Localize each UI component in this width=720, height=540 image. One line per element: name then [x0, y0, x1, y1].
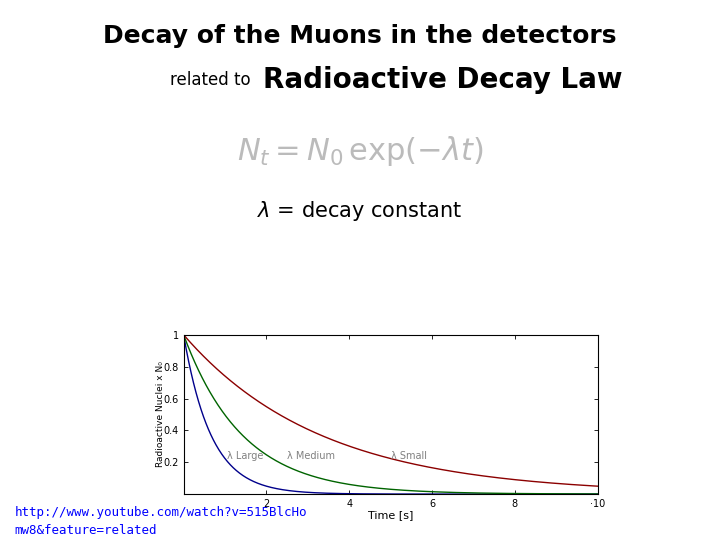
Y-axis label: Radioactive Nuclei x N₀: Radioactive Nuclei x N₀ [156, 361, 165, 468]
Text: http://www.youtube.com/watch?v=515BlcHo
mw8&feature=related: http://www.youtube.com/watch?v=515BlcHo … [14, 507, 307, 537]
Text: λ Large: λ Large [227, 451, 264, 461]
Text: Radioactive Decay Law: Radioactive Decay Law [263, 66, 622, 94]
Text: λ Medium: λ Medium [287, 451, 335, 461]
Text: λ Small: λ Small [391, 451, 426, 461]
Text: Decay of the Muons in the detectors: Decay of the Muons in the detectors [103, 24, 617, 48]
Text: $N_t = N_0\,\mathrm{exp}(-\lambda t)$: $N_t = N_0\,\mathrm{exp}(-\lambda t)$ [237, 134, 483, 168]
X-axis label: Time [s]: Time [s] [368, 510, 413, 521]
Text: related to: related to [170, 71, 256, 90]
Text: $\lambda$ = decay constant: $\lambda$ = decay constant [257, 199, 463, 222]
